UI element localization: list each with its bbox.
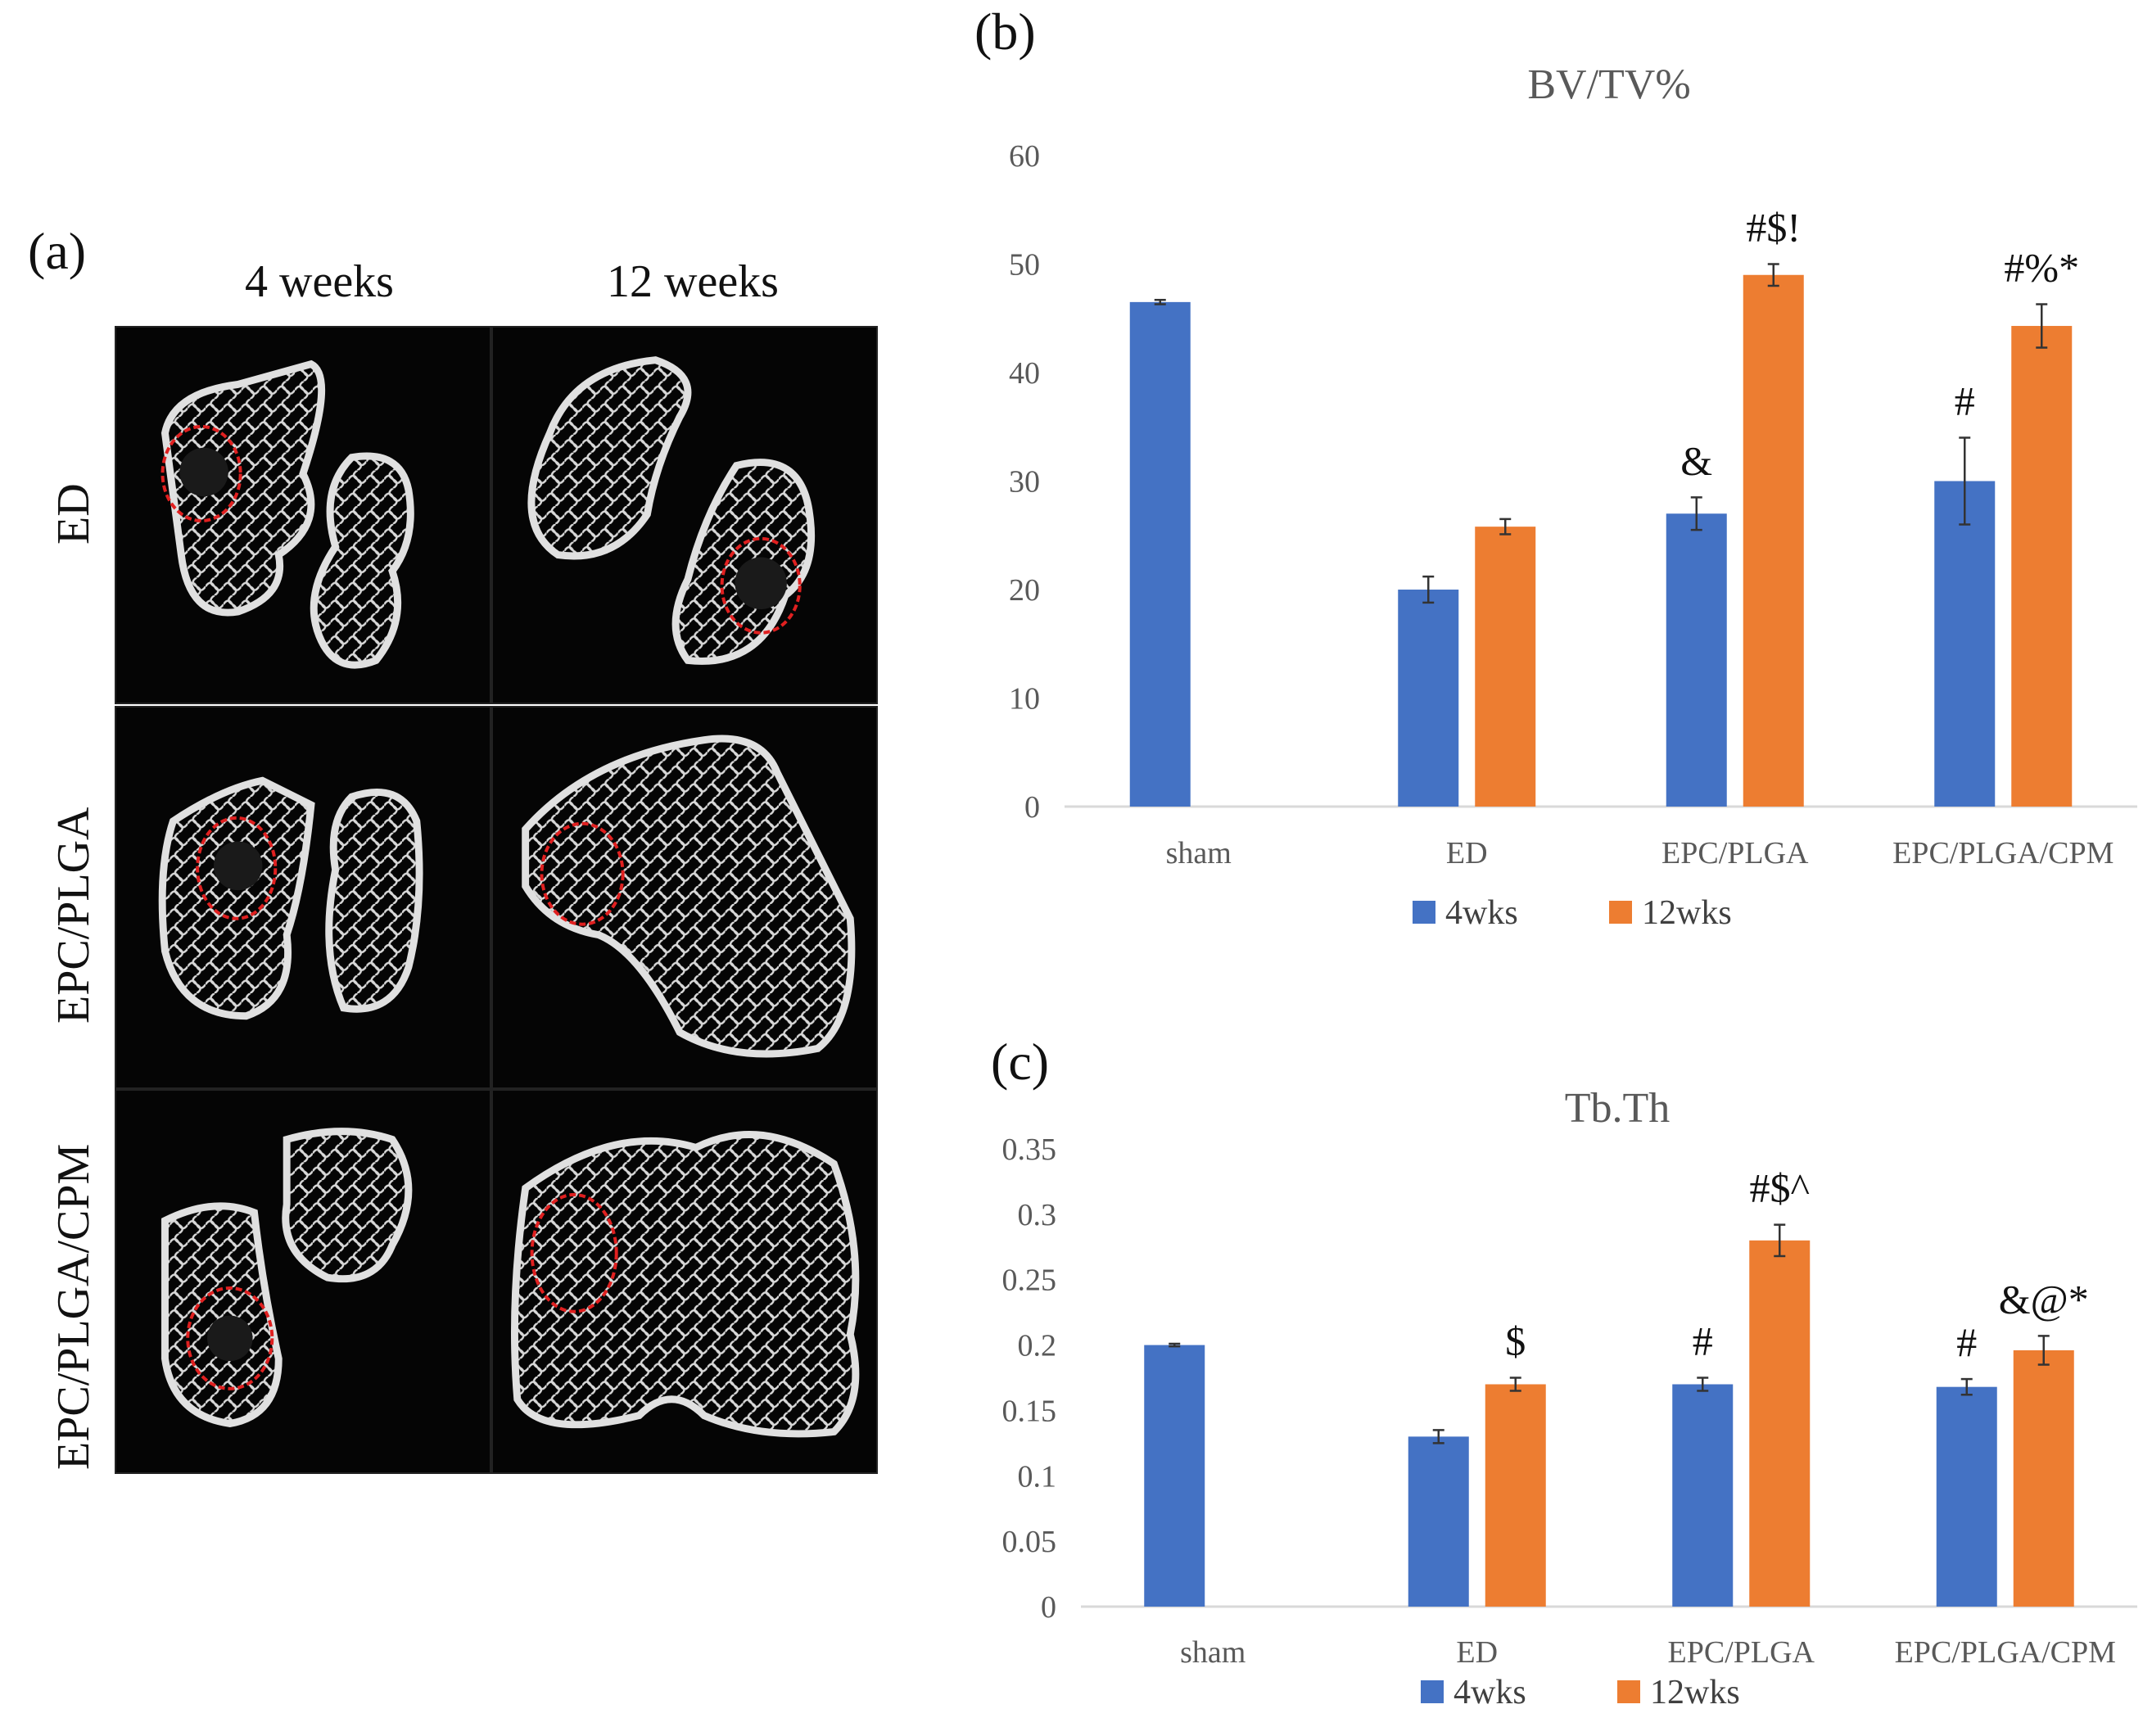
- bar-12wks-epc-plga: [1749, 1240, 1811, 1607]
- bar-4wks-ed: [1398, 590, 1459, 807]
- x-category-label: sham: [1166, 836, 1232, 870]
- y-tick-label: 20: [1009, 573, 1040, 608]
- significance-annotation: #: [1956, 1319, 1977, 1365]
- bar-12wks-ed: [1485, 1384, 1546, 1607]
- y-tick-label: 60: [1009, 139, 1040, 174]
- bar-4wks-epc-plga-cpm: [1934, 481, 1996, 807]
- y-tick-label: 0.1: [1018, 1459, 1057, 1494]
- y-tick-label: 0: [1041, 1590, 1056, 1625]
- microct-image-epc-plga-cpm-4wk: [115, 1089, 491, 1474]
- y-tick-label: 0.05: [1002, 1525, 1057, 1559]
- chart-title: Tb.Th: [1565, 1085, 1671, 1132]
- microct-image-epc-plga-12wk: [491, 706, 878, 1089]
- panel-a-label: (a): [28, 222, 87, 280]
- y-tick-label: 0.35: [1002, 1132, 1057, 1167]
- significance-annotation: #: [1693, 1318, 1713, 1364]
- y-tick-label: 10: [1009, 682, 1040, 717]
- bar-4wks-epc-plga: [1672, 1384, 1734, 1607]
- column-header-4-weeks: 4 weeks: [245, 256, 394, 307]
- legend-swatch-4wks: [1421, 1680, 1444, 1703]
- legend-swatch-12wks: [1609, 901, 1632, 924]
- microct-image-ed-12wk: [491, 326, 878, 704]
- bar-12wks-epc-plga-cpm: [2013, 1349, 2074, 1607]
- legend-label-4wks: 4wks: [1454, 1674, 1526, 1711]
- y-tick-label: 0.25: [1002, 1264, 1057, 1298]
- legend-label-12wks: 12wks: [1650, 1674, 1740, 1711]
- x-category-label: ED: [1446, 836, 1488, 870]
- panel-c-label: (c): [991, 1033, 1050, 1091]
- x-category-label: EPC/PLGA: [1668, 1635, 1815, 1670]
- microct-image-epc-plga-cpm-12wk: [491, 1089, 878, 1474]
- x-category-label: EPC/PLGA/CPM: [1895, 1635, 2116, 1670]
- y-tick-label: 0.2: [1018, 1329, 1057, 1363]
- bar-12wks-epc-plga: [1743, 274, 1804, 807]
- significance-annotation: #$!: [1746, 205, 1801, 251]
- significance-annotation: #$^: [1750, 1165, 1810, 1211]
- y-tick-label: 0.3: [1018, 1198, 1057, 1232]
- legend-swatch-12wks: [1617, 1680, 1640, 1703]
- bar-4wks-sham: [1129, 301, 1191, 807]
- y-tick-label: 50: [1009, 248, 1040, 283]
- legend-label-4wks: 4wks: [1445, 894, 1518, 932]
- significance-annotation: #: [1955, 378, 1975, 424]
- x-category-label: sham: [1180, 1635, 1246, 1670]
- y-tick-label: 40: [1009, 356, 1040, 391]
- bar-12wks-epc-plga-cpm: [2011, 326, 2073, 807]
- panel-b-label: (b): [974, 2, 1036, 61]
- microct-image-ed-4wk: [115, 326, 491, 704]
- x-category-label: ED: [1456, 1635, 1498, 1670]
- x-category-label: EPC/PLGA: [1661, 836, 1809, 870]
- significance-annotation: &@*: [1999, 1276, 2089, 1322]
- legend-label-12wks: 12wks: [1642, 894, 1732, 932]
- column-header-12-weeks: 12 weeks: [607, 256, 779, 307]
- bar-4wks-sham: [1144, 1345, 1205, 1607]
- significance-annotation: $: [1505, 1318, 1526, 1364]
- bar-4wks-ed: [1408, 1436, 1469, 1607]
- legend-swatch-4wks: [1413, 901, 1435, 924]
- bar-12wks-ed: [1475, 527, 1536, 807]
- significance-annotation: #%*: [2004, 245, 2079, 291]
- y-tick-label: 30: [1009, 465, 1040, 500]
- y-tick-label: 0.15: [1002, 1394, 1057, 1428]
- significance-annotation: &: [1680, 437, 1712, 483]
- y-tick-label: 0: [1024, 790, 1040, 825]
- bar-4wks-epc-plga: [1666, 513, 1727, 807]
- chart-title: BV/TV%: [1527, 61, 1690, 108]
- x-category-label: EPC/PLGA/CPM: [1892, 836, 2114, 870]
- microct-image-epc-plga-4wk: [115, 706, 491, 1089]
- bar-4wks-epc-plga-cpm: [1936, 1386, 1997, 1607]
